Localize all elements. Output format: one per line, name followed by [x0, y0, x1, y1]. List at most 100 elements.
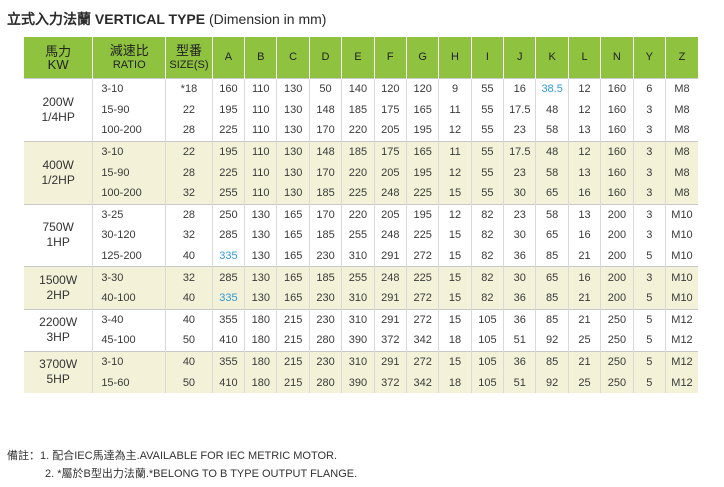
dim-cell-g: 120: [405, 77, 439, 100]
ratio-cell: 3-30: [92, 266, 166, 288]
dim-cell-k: 65: [535, 182, 569, 205]
dim-cell-b: 180: [244, 350, 277, 373]
dim-cell-c: 215: [276, 372, 310, 393]
dim-cell-y: 5: [632, 372, 666, 393]
dim-cell-z: M10: [664, 203, 698, 226]
dim-cell-a: 160: [211, 77, 245, 100]
dim-cell-c: 130: [276, 162, 310, 183]
dim-cell-a: 355: [211, 308, 245, 331]
dim-cell-c: 165: [276, 203, 310, 226]
notes: 備註：1. 配合IEC馬達為主.AVAILABLE FOR IEC METRIC…: [7, 447, 357, 483]
table-row: 30-120 32 285 130 165 185 255 248 225 15 82 30 65 16 2…: [24, 225, 698, 246]
dim-cell-a: 195: [211, 140, 245, 163]
ratio-cell: 15-90: [92, 162, 166, 183]
dim-cell-z: M8: [664, 120, 698, 142]
dim-cell-e: 140: [341, 77, 375, 100]
dim-cell-e: 310: [341, 287, 375, 310]
table-row: 100-200 32 255 110 130 185 225 248 225 15 55 30 65 16…: [24, 182, 698, 205]
dim-cell-j: 30: [503, 225, 536, 246]
dim-cell-f: 120: [373, 77, 407, 100]
dim-cell-z: M12: [664, 330, 698, 352]
size-cell: 32: [165, 182, 213, 205]
power-hp: 5HP: [46, 372, 70, 387]
dim-cell-b: 110: [244, 99, 277, 121]
dim-cell-j: 30: [503, 266, 536, 288]
table-row: 40-100 40 335 130 165 230 310 291 272 15 82 36 85 21 2…: [24, 287, 698, 310]
dim-cell-n: 200: [600, 225, 634, 246]
dim-cell-k: 48: [535, 99, 569, 121]
header-col-d: D: [308, 37, 342, 79]
dim-cell-g: 165: [405, 140, 439, 163]
dim-cell-d: 230: [308, 350, 342, 373]
dim-cell-e: 310: [341, 245, 375, 267]
dim-cell-j: 36: [503, 350, 536, 373]
dim-cell-c: 130: [276, 77, 310, 100]
dim-cell-h: 11: [438, 99, 472, 121]
dim-cell-n: 250: [600, 330, 634, 352]
note-1: 備註：1. 配合IEC馬達為主.AVAILABLE FOR IEC METRIC…: [7, 450, 338, 462]
dim-cell-k: 58: [535, 120, 569, 142]
dim-cell-f: 175: [373, 99, 407, 121]
dim-cell-i: 55: [470, 182, 504, 205]
header-size-en: SIZE(S): [169, 58, 209, 71]
dim-cell-n: 250: [600, 372, 634, 393]
table-body: 200W 1/4HP 3-10 *18 160 110 130 50 140 120 120 9 55 1…: [24, 77, 698, 393]
dim-cell-e: 225: [341, 182, 375, 205]
power-hp: 1/4HP: [41, 109, 75, 124]
dim-cell-c: 130: [276, 182, 310, 205]
size-cell: 40: [165, 287, 213, 310]
dim-cell-n: 200: [600, 287, 634, 310]
table-row: 100-200 28 225 110 130 170 220 205 195 12 55 23 58 13…: [24, 120, 698, 142]
dim-cell-d: 170: [308, 203, 342, 226]
dim-cell-c: 165: [276, 245, 310, 267]
size-cell: 40: [165, 245, 213, 267]
dim-cell-a: 225: [211, 162, 245, 183]
dim-cell-j: 23: [503, 162, 536, 183]
power-watts: 1500W: [39, 272, 78, 287]
dim-cell-l: 12: [567, 99, 601, 121]
power-hp: 1HP: [46, 235, 70, 250]
size-cell: 22: [165, 99, 213, 121]
dim-cell-l: 21: [567, 287, 601, 310]
dim-cell-a: 335: [211, 287, 245, 310]
dim-cell-d: 230: [308, 308, 342, 331]
dim-cell-n: 200: [600, 266, 634, 288]
power-watts: 200W: [42, 94, 74, 109]
dim-cell-k: 85: [535, 308, 569, 331]
dim-cell-n: 200: [600, 245, 634, 267]
dim-cell-f: 372: [373, 372, 407, 393]
header-power: 馬力 KW: [24, 37, 93, 79]
dim-cell-k: 65: [535, 266, 569, 288]
dim-cell-l: 12: [567, 77, 601, 100]
dim-cell-h: 12: [438, 162, 472, 183]
dim-cell-a: 335: [211, 245, 245, 267]
dim-cell-k: 58: [535, 162, 569, 183]
dim-cell-h: 15: [438, 266, 472, 288]
dim-cell-z: M10: [664, 245, 698, 267]
table-row: 400W 1/2HP 3-10 22 195 110 130 148 185 175 165 11 55…: [24, 140, 698, 205]
dim-cell-y: 5: [632, 330, 666, 352]
dim-cell-h: 15: [438, 182, 472, 205]
dim-cell-e: 220: [341, 203, 375, 226]
dim-cell-y: 3: [632, 203, 666, 226]
dim-cell-b: 110: [244, 77, 277, 100]
dim-cell-j: 23: [503, 203, 536, 226]
dim-cell-l: 16: [567, 266, 601, 288]
dim-cell-z: M12: [664, 308, 698, 331]
dim-cell-f: 372: [373, 330, 407, 352]
dim-cell-y: 5: [632, 287, 666, 310]
dim-cell-h: 15: [438, 350, 472, 373]
header-col-j: J: [503, 37, 536, 79]
dim-cell-y: 3: [632, 162, 666, 183]
dim-cell-h: 18: [438, 372, 472, 393]
dim-cell-g: 342: [405, 330, 439, 352]
ratio-cell: 125-200: [92, 245, 166, 267]
dim-cell-j: 51: [503, 330, 536, 352]
power-cell: 200W 1/4HP: [24, 78, 93, 142]
dim-cell-a: 285: [211, 225, 245, 246]
dim-cell-k: 58: [535, 203, 569, 226]
table-row: 750W 1HP 3-25 28 250 130 165 170 220 205 195 12 82 23…: [24, 203, 698, 267]
dim-cell-c: 165: [276, 287, 310, 310]
header-size-label: 型番: [175, 42, 202, 58]
header-ratio: 減速比 RATIO: [92, 37, 166, 79]
